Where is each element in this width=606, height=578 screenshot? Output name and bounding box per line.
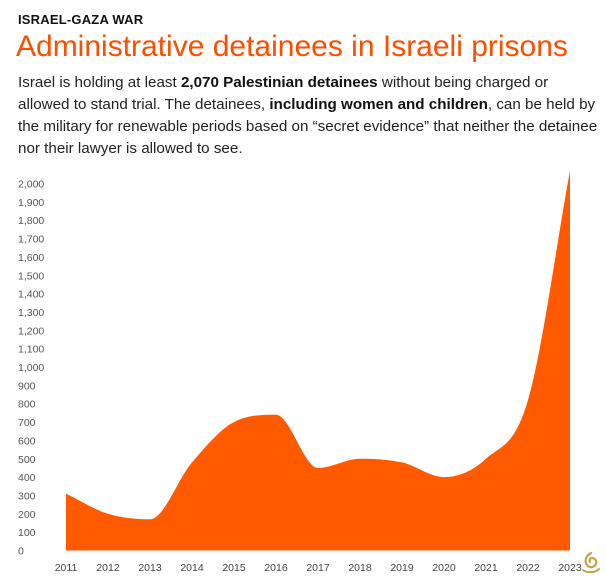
x-tick-label: 2014 <box>180 562 204 574</box>
y-tick-label: 1,800 <box>18 215 44 227</box>
y-tick-label: 1,500 <box>18 270 44 282</box>
x-tick-label: 2022 <box>516 562 540 574</box>
y-tick-label: 500 <box>18 454 36 466</box>
x-tick-label: 2021 <box>474 562 498 574</box>
y-tick-label: 1,200 <box>18 325 44 337</box>
y-tick-label: 1,300 <box>18 307 44 319</box>
x-tick-label: 2020 <box>432 562 456 574</box>
y-axis-ticks: 0 100 200 300 400 500 600 700 800 900 1,000 1,100 1,… <box>18 179 44 558</box>
x-tick-label: 2017 <box>306 562 330 574</box>
area-series <box>66 170 570 551</box>
y-tick-label: 300 <box>18 490 36 502</box>
x-tick-label: 2018 <box>348 562 372 574</box>
desc-part: Israel is holding at least <box>18 74 181 91</box>
y-tick-label: 1,600 <box>18 252 44 264</box>
y-tick-label: 200 <box>18 509 36 521</box>
y-tick-label: 600 <box>18 435 36 447</box>
y-tick-label: 1,000 <box>18 362 44 374</box>
y-tick-label: 1,100 <box>18 344 44 356</box>
y-tick-label: 800 <box>18 399 36 411</box>
chart-title: Administrative detainees in Israeli pris… <box>16 30 568 63</box>
y-tick-label: 900 <box>18 380 36 392</box>
y-tick-label: 1,900 <box>18 197 44 209</box>
desc-part: without being charged or allowed to stan… <box>18 74 549 113</box>
al-jazeera-logo-icon <box>582 551 600 574</box>
desc-part: , can be held by the military for renewa… <box>18 96 598 157</box>
y-tick-label: 2,000 <box>18 179 44 191</box>
x-tick-label: 2013 <box>138 562 162 574</box>
kicker: ISRAEL-GAZA WAR <box>18 12 144 27</box>
y-tick-label: 0 <box>18 546 24 558</box>
x-tick-label: 2011 <box>55 562 78 574</box>
y-tick-label: 400 <box>18 472 36 484</box>
desc-emphasis-count: 2,070 Palestinian detainees <box>180 74 378 91</box>
x-tick-label: 2015 <box>222 562 246 574</box>
x-tick-label: 2016 <box>264 562 288 574</box>
y-tick-label: 1,400 <box>18 289 44 301</box>
description: Israel is holding at least 2,070 Palesti… <box>18 72 602 160</box>
x-tick-label: 2019 <box>390 562 414 574</box>
y-tick-label: 100 <box>18 527 36 539</box>
desc-emphasis-women-children: including women and children <box>269 96 488 113</box>
x-axis-ticks: 2011 2012 2013 2014 2015 2016 2017 2018 2019 2020… <box>55 562 582 574</box>
y-tick-label: 1,700 <box>18 234 44 246</box>
x-tick-label: 2023 <box>558 562 582 574</box>
x-tick-label: 2012 <box>96 562 120 574</box>
y-tick-label: 700 <box>18 417 36 429</box>
